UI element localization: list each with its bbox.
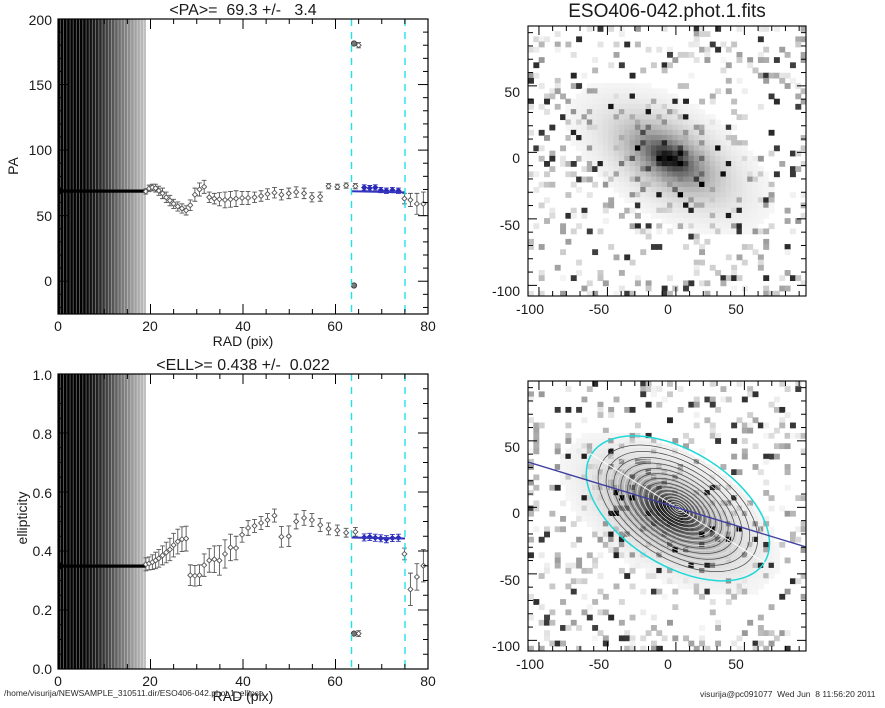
ellipticity-data-series [58, 374, 427, 669]
ell-ytick-0-6: 0.6 [32, 485, 52, 501]
ellipticity-plot-title: <ELL>= 0.438 +/- 0.022 [156, 357, 330, 374]
pa-plot-title: <PA>= 69.3 +/- 3.4 [169, 2, 317, 19]
img1-ytick-neg50: -50 [499, 217, 520, 233]
ell-ytick-0-0: 0.0 [32, 661, 52, 677]
ell-ytick-0-8: 0.8 [32, 426, 52, 442]
pa-xtick-20: 20 [142, 318, 158, 334]
img1-ytick-0: 0 [512, 150, 520, 166]
pa-yaxis-title: PA [5, 157, 21, 175]
img1-xtick-neg100: -100 [515, 301, 545, 317]
img2-ytick-0: 0 [512, 505, 520, 521]
ellipticity-inner-mask-region [58, 374, 146, 669]
ell-xtick-80: 80 [420, 673, 436, 689]
pa-data-series [58, 19, 427, 314]
img1-xtick-0: 0 [664, 301, 672, 317]
run-signature: visurija@pc091077 Wed Jun 8 11:56:20 201… [700, 689, 876, 699]
pa-ytick-150: 150 [28, 77, 52, 93]
img2-xtick-0: 0 [664, 656, 672, 672]
pa-plot-panel: <PA>= 69.3 +/- 3.4 [0, 0, 450, 350]
img2-ytick-neg50: -50 [499, 572, 520, 588]
pa-ytick-100: 100 [28, 142, 52, 158]
pa-xtick-60: 60 [327, 318, 343, 334]
pa-plot-svg [57, 18, 429, 315]
pa-ytick-0: 0 [44, 273, 52, 289]
pa-ytick-200: 200 [28, 12, 52, 28]
ell-yaxis-title: ellipticity [14, 491, 30, 545]
galaxy-image-top-svg [527, 25, 807, 297]
ell-xtick-60: 60 [327, 673, 343, 689]
ell-xaxis-title: RAD (pix) [212, 688, 274, 704]
output-file-path: /home/visurija/NEWSAMPLE_310511.dir/ESO4… [4, 688, 264, 698]
galaxy-image-bottom-svg [527, 380, 807, 652]
img2-ytick-neg100: -100 [491, 638, 520, 654]
pa-ytick-50: 50 [36, 208, 52, 224]
ellipticity-plot-panel: <ELL>= 0.438 +/- 0.022 [0, 355, 450, 705]
img1-ytick-50: 50 [504, 84, 520, 100]
isophote-contours [585, 435, 771, 582]
pa-xaxis-title: RAD (pix) [212, 333, 274, 349]
major-axis-overlay [528, 461, 806, 548]
ell-xtick-0: 0 [54, 673, 62, 689]
img2-xtick-neg100: -100 [515, 656, 545, 672]
pa-inner-mask-region [58, 19, 146, 314]
pa-xtick-40: 40 [235, 318, 251, 334]
galaxy-pixel-map-top [528, 26, 806, 296]
fits-file-title: ESO406-042.phot.1.fits [568, 1, 766, 22]
ellipticity-outliers [350, 630, 358, 637]
galaxy-image-panel-top: ESO406-042.phot.1.fits 50 0 -50 -100 -10… [450, 0, 885, 350]
img1-xtick-50: 50 [728, 301, 744, 317]
ell-ytick-1-0: 1.0 [32, 367, 52, 383]
ell-xtick-20: 20 [142, 673, 158, 689]
img2-ytick-50: 50 [504, 439, 520, 455]
pa-xtick-0: 0 [54, 318, 62, 334]
img1-xtick-neg50: -50 [588, 301, 610, 317]
pa-xtick-80: 80 [420, 318, 436, 334]
galaxy-image-panel-bottom: 50 0 -50 -100 -100 -50 0 50 [450, 355, 885, 705]
ellipticity-plot-svg [57, 373, 429, 670]
img1-ytick-neg100: -100 [491, 283, 520, 299]
ell-xtick-40: 40 [235, 673, 251, 689]
img2-xtick-50: 50 [728, 656, 744, 672]
ell-ytick-0-2: 0.2 [32, 602, 52, 618]
ell-ytick-0-4: 0.4 [32, 543, 52, 559]
img2-xtick-neg50: -50 [588, 656, 610, 672]
